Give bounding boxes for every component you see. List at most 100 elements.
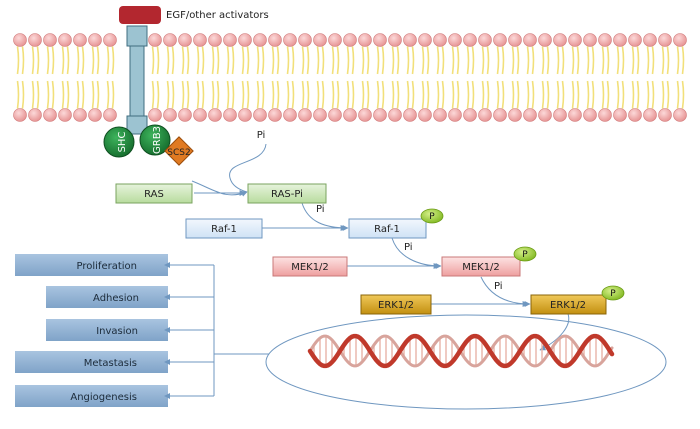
lipid-head: [253, 33, 267, 47]
lipid-tail: [411, 80, 415, 109]
lipid-tail: [216, 46, 220, 75]
lipid-head: [88, 108, 102, 122]
lipid-tail: [291, 80, 295, 109]
outcome-bracket: [164, 262, 269, 399]
lipid-tail: [91, 80, 95, 109]
lipid-tail: [406, 80, 410, 109]
lipid-tail: [496, 80, 500, 109]
mek-active-label: MEK1/2: [462, 262, 500, 273]
lipid-head: [538, 108, 552, 122]
outcome-label-metastasis: Metastasis: [84, 358, 137, 369]
receptor-extracellular: [126, 25, 148, 47]
lipid-tail: [396, 46, 400, 75]
lipid-tail: [166, 46, 170, 75]
outcome-label-adhesion: Adhesion: [93, 293, 139, 304]
dna-strand-front: [307, 333, 615, 369]
lipid-tail: [16, 80, 20, 109]
lipid-tail: [351, 46, 355, 75]
lipid-head: [493, 108, 507, 122]
lipid-tail: [586, 46, 590, 75]
erk-box: [360, 294, 432, 315]
lipid-head: [283, 33, 297, 47]
lipid-tail: [276, 46, 280, 75]
lipid-tail: [531, 80, 535, 109]
lipid-tail: [561, 80, 565, 109]
phospho-badge-erk: [601, 285, 625, 301]
lipid-tail: [276, 80, 280, 109]
lipid-tail: [46, 46, 50, 75]
lipid-tail: [376, 46, 380, 75]
lipid-tail: [211, 80, 215, 109]
lipid-tail: [366, 46, 370, 75]
lipid-head: [373, 108, 387, 122]
lipid-tail: [211, 46, 215, 75]
lipid-head: [463, 108, 477, 122]
adaptor-complex: SHC GRB3 SCS2: [103, 124, 194, 166]
lipid-head: [508, 33, 522, 47]
lipid-tail: [66, 46, 70, 75]
lipid-tail: [451, 46, 455, 75]
lipid-head: [163, 108, 177, 122]
lipid-head: [328, 33, 342, 47]
lipid-tail: [291, 46, 295, 75]
lipid-tail: [441, 80, 445, 109]
lipid-tail: [556, 80, 560, 109]
lipid-tail: [516, 46, 520, 75]
lipid-tail: [111, 80, 115, 109]
lipid-tail: [336, 80, 340, 109]
raf-to-mek-arrow: [391, 237, 442, 269]
lipid-tail: [661, 80, 665, 109]
lipid-head: [13, 33, 27, 47]
lipid-head: [628, 108, 642, 122]
lipid-tail: [246, 80, 250, 109]
lipid-tail: [181, 46, 185, 75]
mek-label: MEK1/2: [291, 262, 329, 273]
lipid-tail: [396, 80, 400, 109]
lipid-tail: [466, 80, 470, 109]
lipid-tail: [201, 46, 205, 75]
lipid-head: [238, 108, 252, 122]
lipid-tail: [651, 46, 655, 75]
lipid-tail: [336, 46, 340, 75]
lipid-tail: [481, 46, 485, 75]
lipid-tail: [676, 80, 680, 109]
lipid-head: [43, 108, 57, 122]
lipid-tail: [586, 80, 590, 109]
lipid-tail: [511, 46, 515, 75]
lipid-tail: [261, 46, 265, 75]
lipid-head: [268, 108, 282, 122]
lipid-tail: [541, 46, 545, 75]
ligand-label: EGF/other activators: [166, 10, 269, 21]
lipid-head: [448, 108, 462, 122]
lipid-tail: [186, 80, 190, 109]
lipid-head: [283, 108, 297, 122]
lipid-tail: [316, 46, 320, 75]
outcome-box-metastasis: [15, 351, 168, 373]
lipid-tail: [76, 46, 80, 75]
lipid-tail: [601, 80, 605, 109]
lipid-head: [643, 108, 657, 122]
lipid-tail: [106, 46, 110, 75]
lipid-head: [268, 33, 282, 47]
outcome-box-angiogenesis: [15, 385, 168, 407]
raspi-to-raf-arrow: [301, 202, 349, 231]
lipid-tail: [196, 80, 200, 109]
phospho-badges: P P P: [420, 208, 625, 301]
lipid-head: [598, 33, 612, 47]
lipid-tail: [436, 46, 440, 75]
lipid-tail: [681, 80, 685, 109]
receptor: EGF/other activators: [119, 6, 269, 135]
lipid-head: [433, 33, 447, 47]
lipid-tail: [361, 80, 365, 109]
lipid-head: [193, 33, 207, 47]
lipid-tail: [51, 46, 55, 75]
lipid-tail: [181, 80, 185, 109]
lipid-head: [178, 108, 192, 122]
lipid-tail: [61, 46, 65, 75]
phospho-badge-mek: [513, 246, 537, 262]
lipid-tail: [331, 80, 335, 109]
lipid-head: [523, 108, 537, 122]
lipid-head: [343, 108, 357, 122]
lipid-tail: [376, 80, 380, 109]
